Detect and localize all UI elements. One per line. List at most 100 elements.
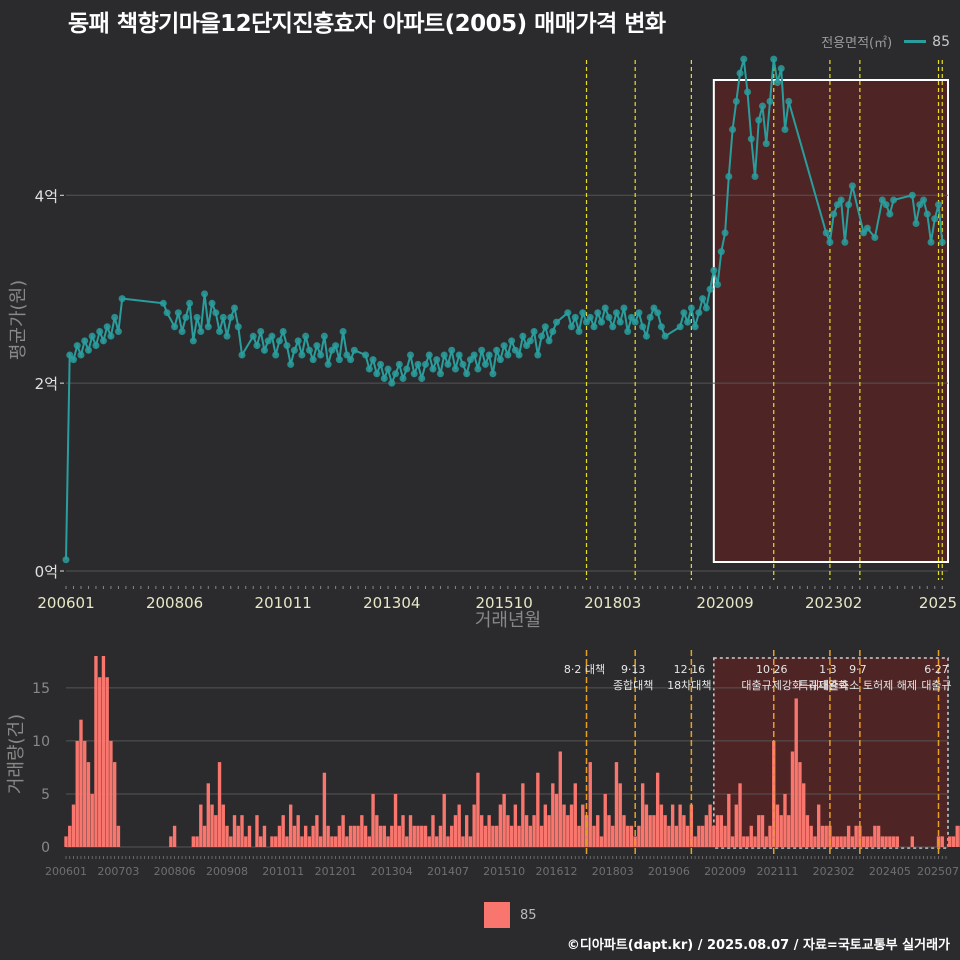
volume-bar [255,815,259,847]
price-point [650,304,658,312]
price-point [878,196,886,204]
volume-bar [521,783,525,847]
volume-bar [262,825,267,847]
volume-bar [685,825,690,847]
volume-bar [596,815,600,847]
price-point [916,201,924,209]
price-point [216,327,224,335]
price-point [436,370,444,378]
volume-chart: 0 5 10 15 8·2 대책 9·13 종합대책 12·16 18차대책 10·26 대출규제강… [6,650,960,878]
price-point [298,351,306,359]
price-point [407,351,415,359]
price-point [822,229,830,237]
price-point [238,351,246,359]
price-point [620,304,628,312]
volume-bar [715,815,720,847]
volume-bar [367,836,372,847]
credit-text: ©디아파트(dapt.kr) / 2025.08.07 / 자료=국토교통부 실… [566,938,950,953]
price-point [320,332,328,340]
x-tick-label: 200601 [37,594,94,612]
price-point [489,370,497,378]
volume-bar [438,825,443,847]
price-point [234,323,242,331]
price-point [227,313,235,321]
price-point [863,224,871,232]
volume-bar [397,825,401,847]
x-tick-label: 200806 [154,865,196,878]
price-point [770,55,778,63]
price-point [272,351,280,359]
volume-bar [274,836,278,847]
volume-bar [225,825,229,847]
volume-bar [775,804,780,847]
price-point [597,318,605,326]
price-point [463,370,471,378]
volume-bar [277,825,282,847]
volume-bar [670,804,675,847]
price-point [159,299,167,307]
volume-bar [828,825,832,847]
volume-bar [79,719,83,847]
volume-bar [536,772,540,847]
price-point [886,210,894,218]
volume-bar [951,836,956,847]
legend-bar-label: 85 [520,907,537,923]
volume-bar [363,825,368,847]
price-point [568,323,576,331]
volume-bar [891,836,896,847]
price-point [541,323,549,331]
price-point [908,191,916,199]
volume-bar [416,825,420,847]
volume-bar [667,825,671,847]
volume-bar [824,825,828,847]
volume-bar [281,815,285,847]
volume-bar [532,815,536,847]
volume-bar [116,825,121,847]
price-point [114,327,122,335]
highlight-region [713,658,948,848]
price-point [594,309,602,317]
price-point [571,313,579,321]
highlight-border [713,657,949,849]
volume-bar [352,825,357,847]
volume-bar [509,825,514,847]
price-point [523,342,531,350]
price-point [657,323,665,331]
y-tick-label: 15 [32,681,50,697]
price-point [219,313,227,321]
volume-bar [663,815,667,847]
price-point [474,365,482,373]
volume-bar [431,815,435,847]
price-point [69,356,77,364]
volume-bar [581,804,585,847]
price-point [107,332,115,340]
price-point [732,97,740,105]
volume-bar [869,836,873,847]
volume-bar [288,804,293,847]
x-tick-label: 201011 [255,594,312,612]
volume-bar [83,740,87,847]
x-tick-label: 201803 [584,594,641,612]
price-point [313,342,321,350]
volume-bar [693,836,697,847]
volume-bar [221,804,225,847]
x-tick-label: 200703 [97,865,139,878]
x-tick-label: 202302 [813,865,855,878]
price-point [684,318,692,326]
volume-bar [172,825,177,847]
volume-bar [210,804,214,847]
volume-bar [300,836,304,847]
price-point [171,323,179,331]
price-point [451,365,459,373]
price-point [208,299,216,307]
volume-bar [674,825,679,847]
price-point [833,201,841,209]
price-point [579,309,587,317]
price-point [324,360,332,368]
price-point [174,309,182,317]
volume-bar [738,783,742,847]
policy-annotation: 1·3 [819,663,837,676]
price-point [635,309,643,317]
volume-bar [487,815,491,847]
volume-bar [217,762,222,847]
